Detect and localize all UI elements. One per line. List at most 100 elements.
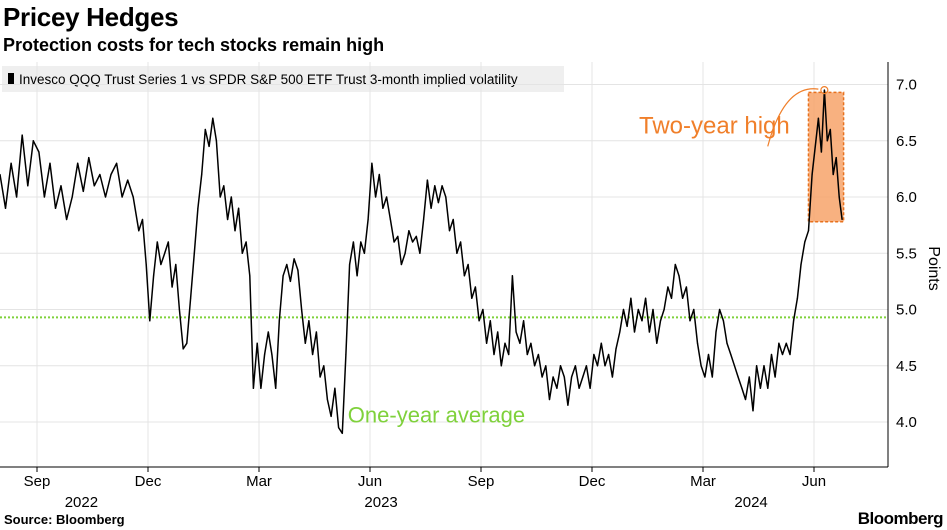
chart-title: Pricey Hedges [3, 2, 179, 32]
data-point [330, 415, 332, 417]
axis-layer: 4.0 4.5 5.0 5.5 6.0 6.5 7.0 Sep Dec Mar Jun Sep Dec M… [0, 62, 942, 511]
y-tick-label: 4.0 [896, 414, 917, 431]
data-point [400, 263, 402, 266]
data-point [652, 308, 654, 311]
data-point [807, 230, 810, 232]
data-point [589, 387, 591, 389]
data-point [241, 252, 243, 254]
data-point [82, 190, 84, 192]
series-line [0, 89, 843, 435]
data-point [504, 342, 506, 344]
data-point [815, 140, 817, 142]
data-point [541, 376, 543, 378]
data-point [737, 376, 739, 378]
data-point [197, 207, 199, 209]
data-point [278, 320, 280, 322]
brand-logo: Bloomberg [857, 509, 944, 528]
data-point [182, 348, 184, 350]
data-point [460, 241, 462, 243]
data-point [71, 196, 73, 198]
data-point [326, 398, 328, 401]
data-point [286, 263, 288, 266]
data-point [156, 241, 158, 243]
x-year-label: 2023 [364, 494, 397, 511]
data-point [223, 185, 225, 187]
data-point [215, 140, 217, 142]
data-point [171, 286, 173, 288]
data-point [817, 117, 820, 119]
data-point [345, 353, 347, 356]
data-point [832, 173, 834, 176]
data-point [38, 151, 40, 153]
data-point [474, 286, 476, 288]
data-point [604, 365, 606, 367]
data-point [10, 162, 12, 164]
data-point [600, 342, 602, 344]
data-point [574, 365, 577, 367]
data-point [430, 207, 432, 209]
data-point [841, 218, 843, 221]
data-point [593, 353, 595, 356]
data-point [178, 308, 180, 311]
x-tick-label: Mar [246, 473, 272, 490]
data-point [275, 387, 277, 389]
data-point [252, 387, 254, 389]
x-tick-label: Mar [690, 473, 716, 490]
data-point [467, 263, 469, 266]
data-point [289, 280, 291, 282]
data-point [793, 320, 795, 322]
data-point [141, 218, 144, 221]
data-point [534, 365, 536, 367]
data-point [748, 376, 750, 378]
peak-marker [820, 86, 829, 95]
data-point [596, 365, 599, 367]
data-point [678, 275, 680, 277]
data-point [637, 308, 639, 311]
y-tick-label: 6.0 [896, 189, 917, 206]
data-point [759, 387, 762, 389]
data-point [315, 331, 317, 333]
data-point [730, 353, 732, 356]
data-point [49, 162, 51, 164]
data-point [619, 331, 621, 333]
data-point [208, 145, 210, 147]
x-tick-label: Sep [468, 473, 495, 490]
data-point [312, 353, 314, 356]
data-point [741, 387, 743, 389]
data-point [363, 252, 365, 254]
data-point [515, 331, 517, 333]
y-axis-title: Points [925, 246, 942, 290]
data-point [264, 353, 266, 356]
data-point [386, 196, 388, 198]
data-point [656, 342, 658, 344]
data-point [530, 342, 532, 344]
data-point [145, 263, 147, 266]
data-point [382, 207, 384, 209]
data-point [88, 157, 90, 159]
data-point [722, 320, 725, 322]
data-point [43, 196, 46, 198]
data-point [696, 342, 699, 344]
data-point [641, 320, 643, 322]
data-point [319, 376, 321, 378]
data-point [60, 185, 62, 187]
data-point [426, 179, 428, 181]
data-point [297, 269, 299, 271]
data-point [478, 320, 480, 322]
data-point [419, 252, 421, 254]
data-point [93, 185, 95, 187]
data-point [456, 252, 458, 254]
data-point [663, 308, 665, 311]
data-point [559, 365, 562, 367]
data-point [415, 235, 417, 237]
data-point [132, 196, 134, 198]
data-point [110, 173, 112, 176]
data-point [116, 162, 118, 164]
chart-subtitle: Protection costs for tech stocks remain … [3, 35, 385, 55]
data-point [334, 387, 336, 389]
x-tick-label: Jun [802, 473, 826, 490]
data-point [367, 218, 369, 221]
data-point [756, 365, 758, 367]
data-point [219, 196, 221, 198]
